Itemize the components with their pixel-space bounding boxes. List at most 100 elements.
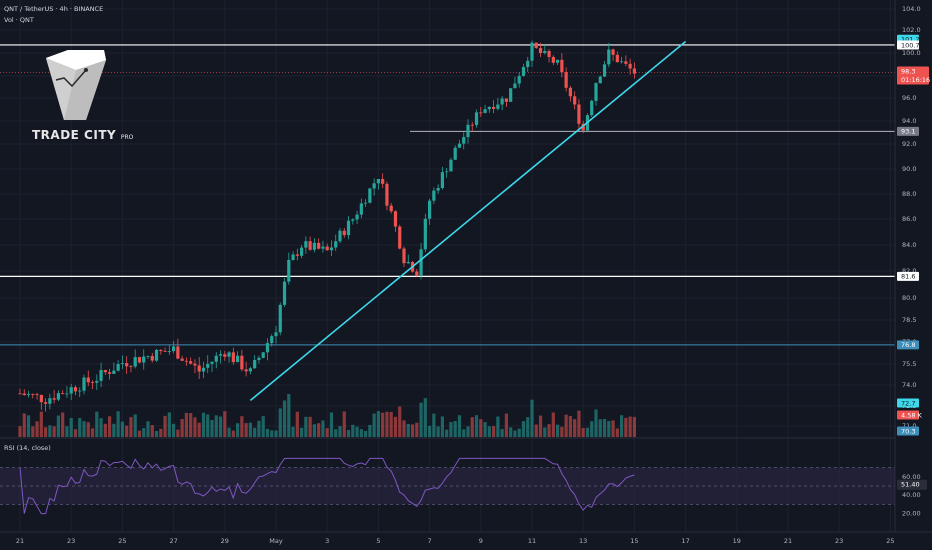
rsi-value-badge — [897, 479, 927, 490]
candle-body — [334, 241, 338, 248]
candle-body — [61, 393, 65, 394]
rsi-indicator-title[interactable]: RSI (14, close) — [4, 444, 51, 452]
volume-bar — [372, 413, 376, 437]
volume-bar — [389, 412, 393, 437]
candle-body — [521, 67, 526, 76]
candle-body — [197, 365, 201, 372]
volume-bar — [176, 429, 180, 437]
volume-bar — [112, 423, 116, 437]
candle-body — [513, 83, 517, 89]
volume-bar — [385, 411, 389, 437]
candle-body — [270, 336, 274, 344]
volume-bar — [325, 428, 329, 437]
volume-bar — [282, 400, 287, 437]
candle-body — [82, 377, 86, 391]
horizontal-levels[interactable] — [0, 44, 895, 346]
volume-bar — [86, 422, 90, 437]
candle-body — [218, 354, 223, 356]
time-axis-label: 27 — [169, 537, 177, 545]
volume-indicator-title[interactable]: Vol · QNT — [4, 16, 34, 24]
price-badge-label: 81.6 — [901, 273, 915, 281]
candle-body — [329, 247, 334, 251]
volume-bar — [22, 413, 26, 437]
candle-body — [325, 246, 329, 251]
time-axis-label: 15 — [630, 537, 638, 545]
candle-body — [26, 394, 31, 396]
volume-bar — [223, 411, 227, 437]
candle-body — [632, 68, 636, 74]
candle-body — [607, 49, 611, 65]
price-badge-label: 72.7 — [901, 399, 915, 407]
price-axis-label: 92.0 — [902, 140, 916, 148]
volume-bar — [440, 416, 444, 437]
candle-body — [620, 61, 624, 63]
candle-body — [129, 366, 133, 368]
volume-bar — [172, 423, 176, 437]
candle-body — [342, 230, 346, 236]
candle-body — [393, 211, 398, 227]
candle-body — [628, 63, 632, 69]
candle-body — [206, 363, 210, 368]
volume-bar — [78, 418, 82, 437]
volume-bar — [359, 429, 363, 437]
volume-bar — [364, 430, 368, 437]
price-axis-label: 78.5 — [902, 316, 916, 324]
candle-body — [108, 372, 112, 374]
candle-body — [594, 83, 598, 101]
price-axis-label: 74.0 — [902, 381, 916, 389]
candle-body — [423, 218, 427, 250]
candle-body — [487, 106, 491, 110]
trendline[interactable] — [249, 40, 687, 402]
volume-bar — [428, 425, 432, 437]
volume-bar — [142, 428, 146, 437]
candle-body — [300, 247, 304, 256]
rsi-axis: 60.00 40.00 20.00 51.40 — [897, 473, 927, 518]
volume-bar — [154, 430, 159, 437]
candle-body — [176, 346, 180, 359]
volume-bar — [419, 402, 423, 437]
candle-body — [112, 370, 116, 374]
volume-bar — [457, 415, 462, 437]
candle-body — [304, 241, 308, 248]
candle-body — [568, 87, 572, 97]
volume-bar — [393, 416, 398, 437]
candle-body — [385, 183, 389, 206]
candle-body — [265, 343, 270, 353]
candle-body — [73, 387, 78, 392]
candle-body — [581, 123, 585, 131]
candles — [18, 40, 636, 412]
price-axis-label: 94.0 — [902, 117, 916, 125]
candle-body — [150, 356, 154, 361]
candle-body — [474, 112, 479, 125]
volume-bar — [44, 427, 48, 437]
rsi-pane — [0, 457, 895, 515]
price-badge — [897, 271, 919, 281]
volume-bar — [398, 406, 402, 437]
volume-bar — [129, 417, 133, 437]
candle-body — [172, 346, 176, 352]
volume-bar — [210, 419, 214, 437]
volume-bar — [317, 423, 321, 437]
candle-body — [381, 178, 385, 184]
volume-bar — [274, 430, 278, 437]
volume-bar — [270, 430, 274, 437]
symbol-title[interactable]: QNT / TetherUS · 4h · BINANCE — [4, 5, 104, 13]
time-axis-label: 25 — [118, 537, 126, 545]
candle-body — [244, 369, 248, 372]
price-axis-label: 88.0 — [902, 190, 916, 198]
volume-bar — [163, 415, 167, 437]
volume-bar — [257, 420, 261, 437]
volume-bar — [624, 417, 628, 437]
candle-body — [116, 364, 120, 371]
volume-bar — [287, 394, 291, 437]
candle-body — [291, 254, 295, 260]
volume-bar — [90, 428, 95, 437]
time-axis[interactable]: 21 23 25 27 29 May 3 5 7 9 11 13 15 17 19 21 23 25 — [16, 537, 895, 545]
volume-bar — [103, 423, 107, 437]
volume-bar — [180, 418, 184, 437]
volume-bar — [410, 424, 415, 437]
candle-body — [436, 188, 440, 191]
candle-body — [261, 352, 265, 358]
